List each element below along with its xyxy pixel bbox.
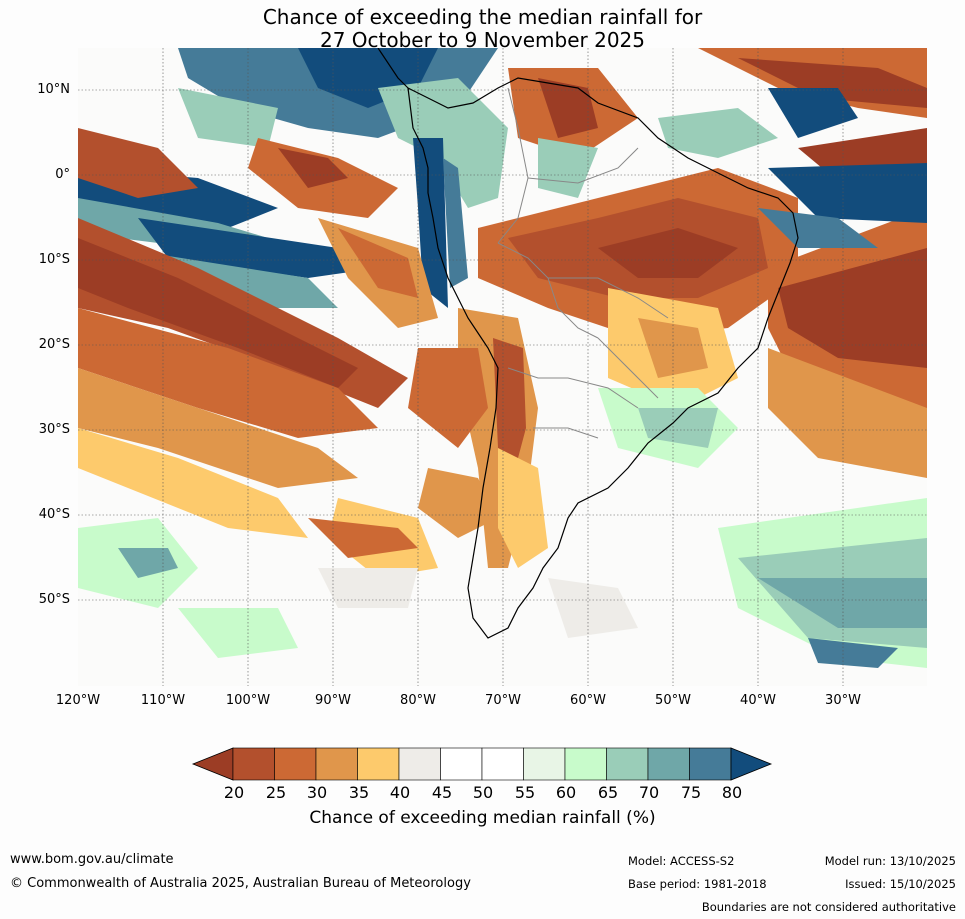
colorbar-cell (315, 747, 358, 781)
footer-model: Model: ACCESS-S2 (628, 854, 735, 868)
lon-label-110w: 110°W (140, 693, 186, 708)
colorbar-tick-65: 65 (597, 783, 619, 802)
lat-label-10s: 10°S (38, 252, 70, 267)
lon-label-80w: 80°W (400, 693, 436, 708)
map-title-line1: Chance of exceeding the median rainfall … (262, 5, 703, 29)
lat-label-40s: 40°S (38, 507, 70, 522)
colorbar-tick-35: 35 (348, 783, 370, 802)
colorbar-tick-55: 55 (514, 783, 536, 802)
rainfall-probability-map (78, 48, 927, 686)
central-america-coastline (377, 48, 409, 89)
lon-label-100w: 100°W (225, 693, 271, 708)
colorbar-cell (440, 747, 483, 781)
colorbar-cell (357, 747, 400, 781)
lon-label-120w: 120°W (55, 693, 101, 708)
lat-label-10n: 10°N (37, 82, 70, 97)
colorbar-cell (523, 747, 566, 781)
lat-label-20s: 20°S (38, 337, 70, 352)
probability-field (78, 48, 927, 668)
colorbar-cell (481, 747, 524, 781)
colorbar-cell (398, 747, 441, 781)
lon-label-50w: 50°W (655, 693, 691, 708)
colorbar-tick-40: 40 (389, 783, 411, 802)
lat-label-30s: 30°S (38, 422, 70, 437)
map-title-line2: 27 October to 9 November 2025 (319, 28, 646, 52)
colorbar-tick-25: 25 (265, 783, 287, 802)
colorbar-tick-70: 70 (638, 783, 660, 802)
map-gridlines (78, 48, 927, 686)
colorbar-label: Chance of exceeding median rainfall (%) (309, 808, 656, 828)
colorbar-tick-50: 50 (472, 783, 494, 802)
lon-label-70w: 70°W (485, 693, 521, 708)
colorbar-tick-45: 45 (431, 783, 453, 802)
colorbar-cell (689, 747, 732, 781)
lon-label-90w: 90°W (315, 693, 351, 708)
colorbar-cell (606, 747, 649, 781)
footer-disclaimer: Boundaries are not considered authoritat… (701, 900, 956, 914)
south-america-coastline (407, 77, 799, 639)
colorbar-tick-20: 20 (223, 783, 245, 802)
footer-issued: Issued: 15/10/2025 (845, 877, 956, 891)
lon-label-60w: 60°W (570, 693, 606, 708)
colorbar (191, 747, 773, 781)
lon-label-40w: 40°W (740, 693, 776, 708)
colorbar-arrow-low (191, 747, 234, 781)
colorbar-tick-60: 60 (555, 783, 577, 802)
colorbar-tick-30: 30 (306, 783, 328, 802)
colorbar-cell (564, 747, 607, 781)
colorbar-arrow-high (730, 747, 773, 781)
wet-region-equatorial-atlantic (768, 163, 927, 223)
lat-label-50s: 50°S (38, 592, 70, 607)
footer-url[interactable]: www.bom.gov.au/climate (10, 852, 174, 867)
lat-label-0: 0° (55, 167, 70, 182)
footer-model-run: Model run: 13/10/2025 (824, 854, 956, 868)
footer-base-period: Base period: 1981-2018 (628, 877, 767, 891)
colorbar-cell (274, 747, 317, 781)
country-borders (497, 87, 669, 439)
colorbar-tick-80: 80 (721, 783, 743, 802)
footer-copyright: © Commonwealth of Australia 2025, Austra… (10, 876, 471, 891)
lon-label-30w: 30°W (825, 693, 861, 708)
colorbar-cell (232, 747, 275, 781)
colorbar-cell (647, 747, 690, 781)
colorbar-tick-75: 75 (680, 783, 702, 802)
